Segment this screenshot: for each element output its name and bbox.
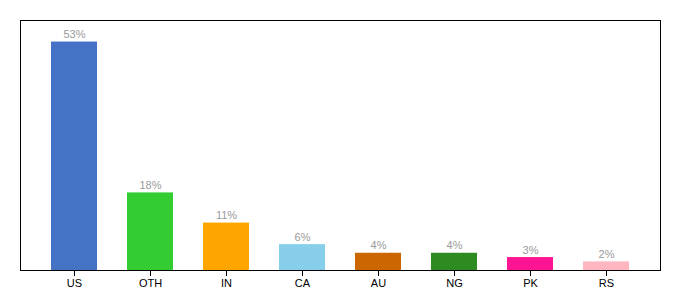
svg-text:11%: 11% bbox=[216, 209, 237, 221]
svg-text:OTH: OTH bbox=[139, 277, 162, 289]
svg-text:3%: 3% bbox=[523, 244, 539, 256]
svg-text:NG: NG bbox=[446, 277, 463, 289]
svg-text:IN: IN bbox=[221, 277, 232, 289]
svg-text:4%: 4% bbox=[447, 239, 463, 251]
svg-text:PK: PK bbox=[523, 277, 538, 289]
svg-text:US: US bbox=[67, 277, 82, 289]
svg-text:53%: 53% bbox=[63, 28, 85, 40]
svg-text:AU: AU bbox=[371, 277, 386, 289]
svg-text:RS: RS bbox=[599, 277, 614, 289]
svg-text:2%: 2% bbox=[599, 248, 615, 260]
svg-text:CA: CA bbox=[295, 277, 311, 289]
svg-text:6%: 6% bbox=[295, 231, 311, 243]
svg-text:4%: 4% bbox=[371, 239, 387, 251]
svg-text:18%: 18% bbox=[139, 179, 161, 191]
